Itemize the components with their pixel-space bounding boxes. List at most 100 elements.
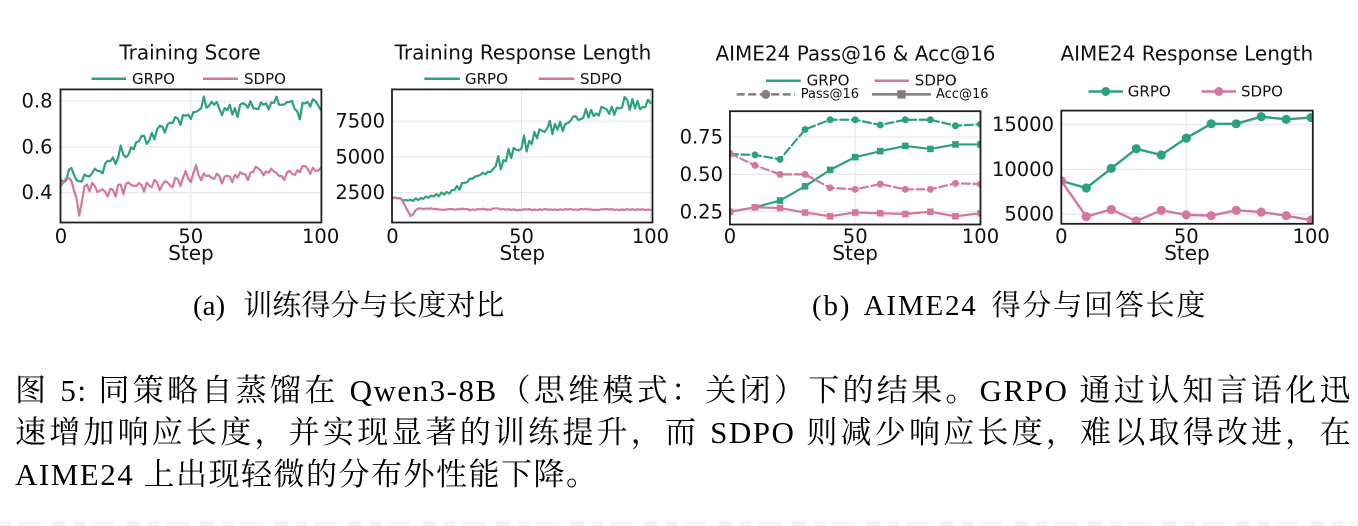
marker — [926, 116, 934, 124]
x-tick-label: 100 — [962, 225, 999, 248]
chart-title: AIME24 Response Length — [1060, 42, 1313, 66]
marker — [801, 170, 809, 178]
x-tick-label: 100 — [1293, 225, 1330, 248]
marker — [1061, 176, 1066, 186]
marker — [1231, 205, 1241, 215]
marker — [977, 209, 981, 217]
marker — [1106, 204, 1116, 215]
y-tick-label: 2500 — [335, 181, 385, 204]
marker — [901, 185, 909, 193]
legend-label: GRPO — [132, 70, 175, 88]
legend-label: GRPO — [465, 70, 508, 88]
marker — [1081, 183, 1091, 193]
series-line-grpo — [392, 95, 652, 203]
legend-label: Pass@16 — [801, 87, 859, 102]
legend-marker — [897, 90, 906, 99]
chart-title: Training Score — [118, 40, 260, 64]
marker — [952, 212, 959, 220]
marker — [876, 180, 884, 188]
y-tick-label: 0.8 — [21, 90, 52, 113]
chart-1: 0.4 0.6 0.8 0 50 100 Training Score Step GRPO SDP… — [21, 40, 339, 265]
series-line-sdpo — [60, 164, 322, 217]
marker — [1131, 216, 1141, 224]
marker — [1306, 215, 1313, 224]
y-tick-label: 0.50 — [680, 163, 723, 186]
x-tick-label: 0 — [1055, 225, 1067, 248]
axes-box — [59, 88, 323, 224]
series-line-grpo — [60, 95, 322, 184]
chart-4: 5000 10000 15000 0 50 100 AIME24 Response Leng… — [992, 42, 1330, 265]
panel-caption-a: (a) 训练得分与长度对比 — [193, 290, 505, 322]
marker — [776, 155, 784, 163]
y-tick-label: 0.75 — [680, 125, 723, 148]
marker — [902, 210, 909, 218]
marker — [1081, 211, 1091, 222]
marker — [776, 197, 784, 204]
x-tick-label: 0 — [724, 225, 736, 248]
marker — [851, 153, 859, 161]
y-tick-label: 5000 — [335, 145, 385, 168]
marker — [927, 145, 934, 153]
marker — [977, 141, 981, 148]
marker — [1156, 205, 1166, 215]
marker — [926, 185, 934, 193]
marker — [1181, 210, 1191, 220]
legend-label: SDPO — [1241, 83, 1283, 101]
y-tick-label: 0.4 — [21, 181, 52, 204]
x-axis-label: Step — [168, 241, 214, 265]
marker — [1256, 207, 1266, 217]
caption-line-1: 图 5: 同策略自蒸馏在 Qwen3-8B（思维模式：关闭）下的结果。GRPO … — [15, 373, 1352, 408]
marker — [1306, 112, 1313, 123]
marker — [801, 183, 809, 190]
marker — [751, 203, 759, 211]
marker — [801, 209, 809, 216]
x-axis-label: Step — [832, 241, 878, 265]
marker — [951, 122, 959, 130]
legend-marker — [761, 89, 771, 99]
x-tick-label: 100 — [302, 225, 339, 248]
x-tick-label: 50 — [178, 225, 203, 248]
x-tick-label: 50 — [1174, 225, 1199, 248]
marker — [951, 179, 959, 187]
marker — [902, 142, 909, 150]
marker — [1281, 114, 1291, 124]
caption-line-3: AIME24 上出现轻微的分布外性能下降。 — [15, 457, 599, 492]
marker — [1256, 112, 1266, 122]
axes-box — [391, 88, 654, 224]
marker — [1131, 144, 1141, 154]
x-axis-label: Step — [1164, 241, 1210, 265]
marker — [927, 208, 934, 216]
x-tick-label: 0 — [386, 225, 398, 248]
legend-label: SDPO — [915, 72, 957, 90]
marker — [1231, 119, 1241, 129]
marker — [1206, 119, 1216, 129]
marker — [776, 204, 784, 212]
chart-title: AIME24 Pass@16 & Acc@16 — [715, 42, 995, 66]
legend-label: Acc@16 — [936, 87, 989, 102]
legend-marker — [1101, 87, 1111, 96]
marker — [826, 166, 834, 174]
figure-caption: 图 5: 同策略自蒸馏在 Qwen3-8B（思维模式：关闭）下的结果。GRPO … — [15, 370, 1352, 496]
charts-figure: 0.4 0.6 0.8 0 50 100 Training Score Step GRPO SDP… — [21, 40, 1330, 265]
y-tick-label: 7500 — [335, 110, 385, 133]
x-tick-label: 50 — [509, 225, 534, 248]
x-axis-label: Step — [500, 241, 546, 265]
y-tick-label: 5000 — [1004, 202, 1054, 225]
caption-line-2: 速增加响应长度，并实现显著的训练提升，而 SDPO 则减少响应长度，难以取得改进… — [15, 415, 1352, 450]
x-tick-label: 50 — [843, 225, 868, 248]
chart-title: Training Response Length — [394, 40, 652, 64]
legend-label: SDPO — [244, 70, 286, 88]
legend-label: GRPO — [1128, 83, 1171, 101]
marker — [1181, 133, 1191, 143]
cropped-next-line-sliver — [0, 521, 1358, 526]
marker — [729, 208, 734, 216]
marker — [901, 116, 909, 124]
legend-label: SDPO — [580, 70, 622, 88]
legend-marker — [1214, 87, 1224, 96]
marker — [851, 185, 859, 193]
marker — [751, 151, 759, 159]
y-tick-label: 0.25 — [680, 200, 723, 223]
marker — [1281, 211, 1291, 221]
y-tick-label: 10000 — [992, 158, 1054, 181]
